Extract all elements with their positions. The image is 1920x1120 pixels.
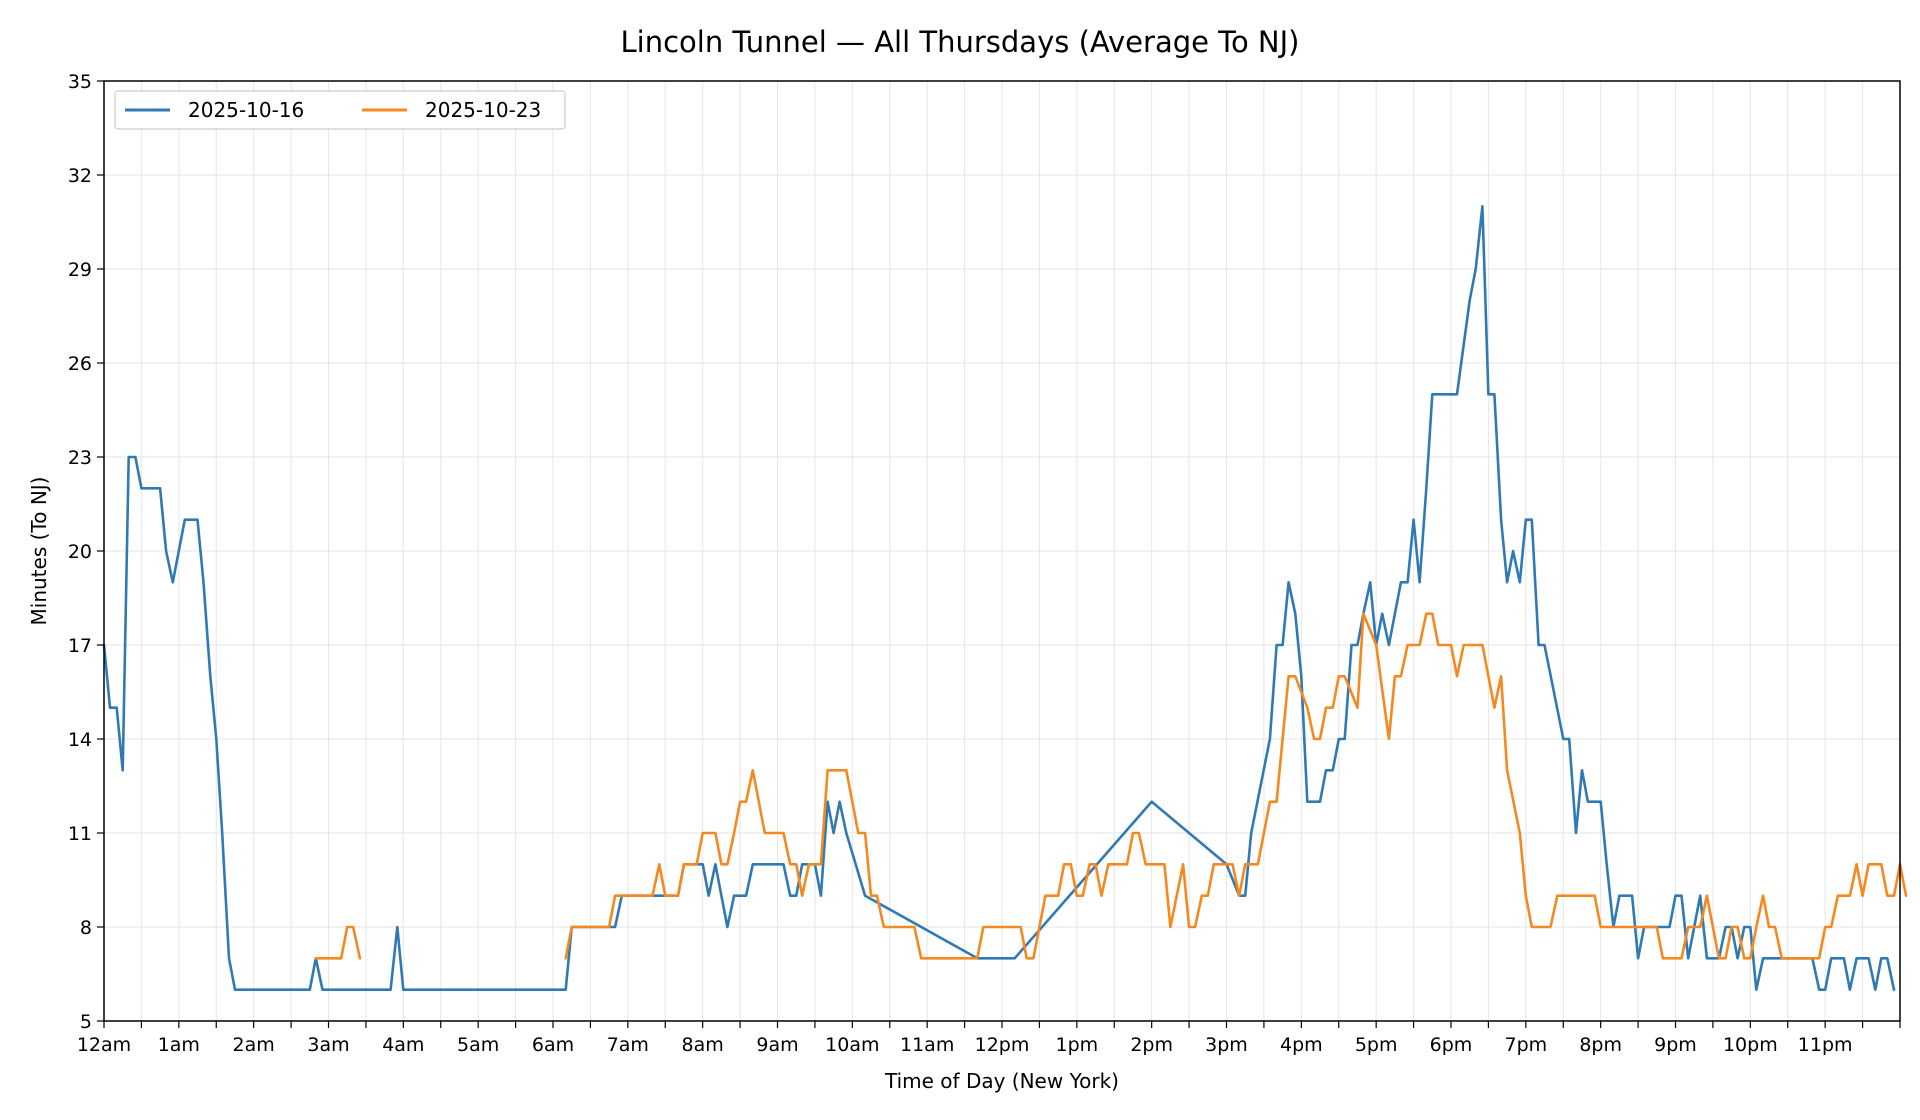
x-tick-label: 4pm (1280, 1034, 1323, 1056)
legend-frame (114, 90, 566, 130)
x-tick-label: 7am (607, 1034, 649, 1056)
x-tick-label: 9pm (1654, 1034, 1697, 1056)
x-tick-label: 1am (158, 1034, 200, 1056)
x-tick-label: 6am (532, 1034, 574, 1056)
x-tick-label: 8pm (1579, 1034, 1622, 1056)
y-tick-label: 23 (68, 447, 92, 469)
x-tick-label: 9am (756, 1034, 798, 1056)
y-tick-label: 26 (68, 353, 92, 375)
y-tick-label: 32 (68, 165, 92, 187)
y-tick-label: 8 (80, 917, 92, 939)
series-lines (102, 205, 1908, 992)
y-tick-label: 29 (68, 259, 92, 281)
y-tick-label: 14 (68, 729, 92, 751)
grid-lines (103, 80, 1901, 1022)
series-line-2025-10-16 (102, 205, 1896, 992)
y-axis-label: Minutes (To NJ) (27, 477, 51, 626)
x-tick-label: 10pm (1723, 1034, 1778, 1056)
x-axis-label: Time of Day (New York) (884, 1069, 1119, 1093)
x-tick-label: 8am (682, 1034, 724, 1056)
x-tick-label: 12pm (975, 1034, 1030, 1056)
y-tick-label: 5 (80, 1011, 92, 1033)
series-line-2025-10-23 (564, 612, 1908, 960)
legend-label-2025-10-16: 2025-10-16 (188, 98, 304, 122)
series-line-2025-10-23 (314, 925, 362, 960)
x-tick-label: 12am (77, 1034, 131, 1056)
x-axis: 12am 1am 2am 3am 4am 5am 6am 7am 8am 9am 10am 11am 1… (77, 1021, 1901, 1056)
x-tick-label: 6pm (1430, 1034, 1473, 1056)
y-tick-label: 17 (68, 635, 92, 657)
x-tick-label: 11am (900, 1034, 954, 1056)
y-tick-label: 11 (68, 823, 92, 845)
x-tick-label: 5am (457, 1034, 499, 1056)
x-tick-label: 11pm (1798, 1034, 1853, 1056)
y-axis: 5 8 11 14 17 20 23 26 29 32 35 (68, 71, 104, 1033)
chart-title: Lincoln Tunnel — All Thursdays (Average … (621, 25, 1300, 59)
x-tick-label: 3am (307, 1034, 349, 1056)
legend-label-2025-10-23: 2025-10-23 (425, 98, 541, 122)
x-tick-label: 10am (825, 1034, 879, 1056)
x-tick-label: 1pm (1055, 1034, 1098, 1056)
x-tick-label: 7pm (1504, 1034, 1547, 1056)
x-tick-label: 5pm (1355, 1034, 1398, 1056)
y-tick-label: 20 (68, 541, 92, 563)
x-tick-label: 2pm (1130, 1034, 1173, 1056)
y-tick-label: 35 (68, 71, 92, 93)
x-tick-label: 3pm (1205, 1034, 1248, 1056)
x-tick-label: 4am (382, 1034, 424, 1056)
legend: 2025-10-16 2025-10-23 (114, 90, 566, 130)
x-tick-label: 2am (233, 1034, 275, 1056)
